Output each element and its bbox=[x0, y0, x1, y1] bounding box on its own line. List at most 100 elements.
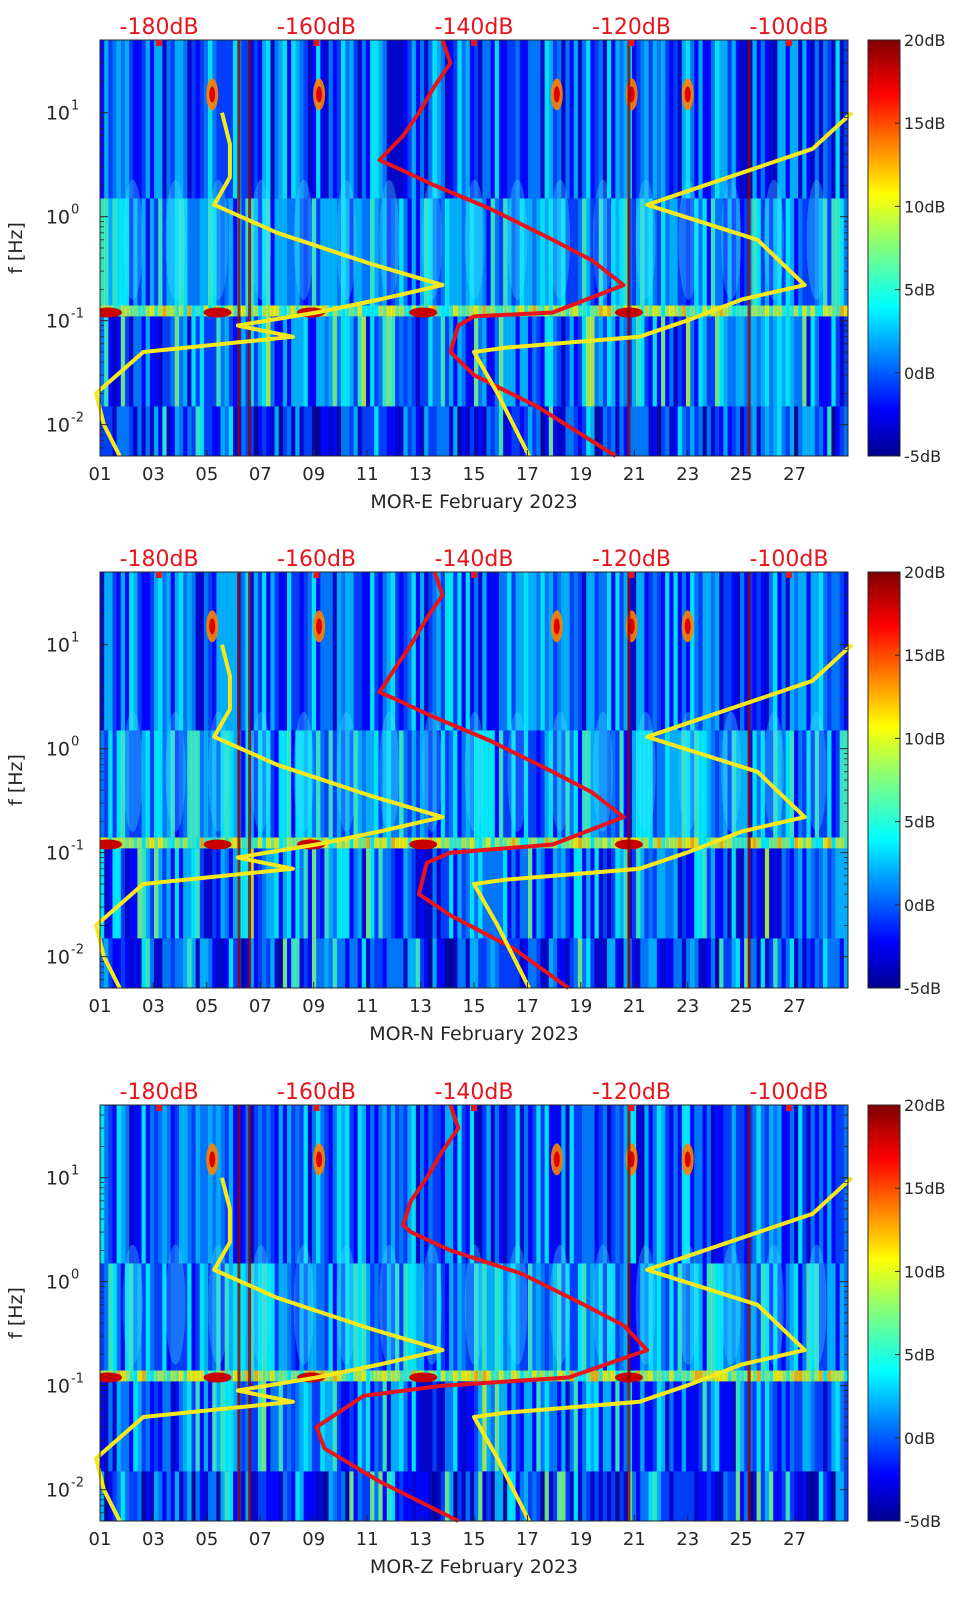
curve-yellow-model-2 bbox=[472, 643, 854, 989]
x-tick-label: 13 bbox=[409, 996, 432, 1017]
x-tick-label: 05 bbox=[195, 464, 218, 485]
y-tick-label: 10 bbox=[46, 739, 70, 761]
x-tick-label: 15 bbox=[463, 1529, 486, 1550]
x-tick-label: 25 bbox=[730, 996, 753, 1017]
x-tick-label: 11 bbox=[356, 464, 379, 485]
y-tick-exponent: 1 bbox=[71, 99, 79, 114]
y-tick-label: 10 bbox=[46, 207, 70, 229]
colorbar-tick-label: -5dB bbox=[904, 979, 941, 998]
x-tick-label: 11 bbox=[356, 1529, 379, 1550]
x-tick-label: 07 bbox=[249, 996, 272, 1017]
top-axis-db-label: -100dB bbox=[749, 1080, 828, 1105]
x-tick-label: 03 bbox=[142, 996, 165, 1017]
colorbar-tick-label: -5dB bbox=[904, 447, 941, 466]
x-tick-label: 13 bbox=[409, 1529, 432, 1550]
x-tick-label: 23 bbox=[676, 1529, 699, 1550]
y-tick-label: 10 bbox=[46, 311, 70, 333]
top-tick-mark bbox=[785, 572, 792, 578]
x-tick-label: 03 bbox=[142, 464, 165, 485]
top-axis-db-label: -160dB bbox=[277, 547, 356, 572]
colorbar-tick-label: 10dB bbox=[904, 1262, 946, 1281]
x-tick-label: 25 bbox=[730, 464, 753, 485]
colorbar-tick-label: 0dB bbox=[904, 896, 935, 915]
top-axis-db-label: -100dB bbox=[749, 15, 828, 40]
top-axis-db-label: -160dB bbox=[277, 1080, 356, 1105]
colorbar-tick-label: 10dB bbox=[904, 729, 946, 748]
top-axis-db-label: -160dB bbox=[277, 15, 356, 40]
x-tick-label: 17 bbox=[516, 1529, 539, 1550]
x-axis-label: MOR-Z February 2023 bbox=[370, 1556, 578, 1578]
x-axis-label: MOR-N February 2023 bbox=[369, 1023, 578, 1045]
top-tick-mark bbox=[628, 40, 635, 46]
y-tick-label: 10 bbox=[46, 635, 70, 657]
y-tick-label: 10 bbox=[46, 947, 70, 969]
colorbar-tick-label: 5dB bbox=[904, 813, 935, 832]
x-tick-label: 15 bbox=[463, 464, 486, 485]
colorbar-tick-label: 0dB bbox=[904, 1429, 935, 1448]
top-tick-mark bbox=[628, 1105, 635, 1111]
colorbar-tick-label: 0dB bbox=[904, 364, 935, 383]
top-tick-mark bbox=[313, 1105, 320, 1111]
colorbar-tick-label: 5dB bbox=[904, 281, 935, 300]
y-tick-exponent: -2 bbox=[71, 943, 84, 958]
x-tick-label: 27 bbox=[783, 996, 806, 1017]
top-axis-db-label: -180dB bbox=[120, 547, 199, 572]
y-axis-label: f [Hz] bbox=[5, 1287, 27, 1339]
y-tick-exponent: 0 bbox=[71, 1268, 79, 1283]
top-axis-db-label: -180dB bbox=[120, 1080, 199, 1105]
x-tick-label: 09 bbox=[302, 996, 325, 1017]
y-tick-label: 10 bbox=[46, 1168, 70, 1190]
colorbar-tick-label: 15dB bbox=[904, 114, 946, 133]
colorbar-tick-label: 20dB bbox=[904, 31, 946, 50]
top-tick-mark bbox=[156, 1105, 163, 1111]
y-tick-exponent: -2 bbox=[71, 411, 84, 426]
top-axis-db-label: -120dB bbox=[592, 1080, 671, 1105]
y-tick-exponent: -1 bbox=[71, 307, 84, 322]
y-tick-label: 10 bbox=[46, 415, 70, 437]
curve-red-psd bbox=[377, 571, 626, 990]
top-axis-db-label: -120dB bbox=[592, 15, 671, 40]
colorbar-tick-label: 15dB bbox=[904, 1179, 946, 1198]
colorbar-tick-label: 10dB bbox=[904, 197, 946, 216]
x-tick-label: 07 bbox=[249, 1529, 272, 1550]
top-axis-db-label: -100dB bbox=[749, 547, 828, 572]
spectrogram-texture bbox=[100, 40, 848, 456]
y-tick-label: 10 bbox=[46, 103, 70, 125]
curve-yellow-model-1 bbox=[94, 644, 445, 989]
top-axis-db-label: -180dB bbox=[120, 15, 199, 40]
x-tick-label: 19 bbox=[569, 1529, 592, 1550]
x-tick-label: 01 bbox=[89, 464, 112, 485]
spectrogram-texture bbox=[100, 572, 848, 988]
x-tick-label: 09 bbox=[302, 464, 325, 485]
top-tick-mark bbox=[628, 572, 635, 578]
colorbar bbox=[867, 571, 901, 989]
x-tick-label: 05 bbox=[195, 1529, 218, 1550]
x-tick-label: 17 bbox=[516, 996, 539, 1017]
x-tick-label: 23 bbox=[676, 464, 699, 485]
top-tick-mark bbox=[471, 572, 477, 578]
x-tick-label: 21 bbox=[623, 1529, 646, 1550]
top-axis-db-label: -120dB bbox=[592, 547, 671, 572]
x-tick-label: 25 bbox=[730, 1529, 753, 1550]
top-tick-mark bbox=[471, 1105, 477, 1111]
colorbar bbox=[867, 1104, 901, 1522]
top-tick-mark bbox=[785, 40, 792, 46]
top-tick-mark bbox=[471, 40, 477, 46]
top-axis-db-label: -140dB bbox=[435, 547, 514, 572]
x-tick-label: 03 bbox=[142, 1529, 165, 1550]
y-axis-label: f [Hz] bbox=[5, 222, 27, 274]
colorbar-tick-label: 20dB bbox=[904, 563, 946, 582]
x-tick-label: 19 bbox=[569, 464, 592, 485]
curve-yellow-model-1 bbox=[94, 112, 445, 457]
y-tick-exponent: 0 bbox=[71, 735, 79, 750]
y-tick-label: 10 bbox=[46, 1480, 70, 1502]
x-axis-label: MOR-E February 2023 bbox=[370, 491, 577, 513]
x-tick-label: 13 bbox=[409, 464, 432, 485]
y-tick-exponent: 0 bbox=[71, 203, 79, 218]
y-tick-exponent: -1 bbox=[71, 1372, 84, 1387]
colorbar bbox=[867, 39, 901, 457]
x-tick-label: 01 bbox=[89, 996, 112, 1017]
top-tick-mark bbox=[785, 1105, 792, 1111]
